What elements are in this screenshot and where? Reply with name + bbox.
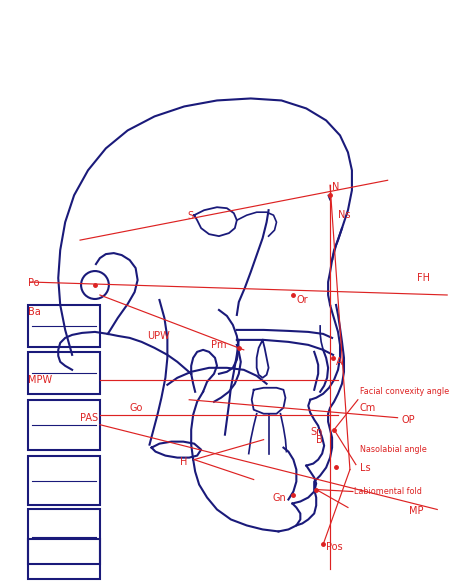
Text: MP: MP (410, 506, 424, 516)
Text: Ls: Ls (360, 463, 371, 472)
Text: Cm: Cm (360, 403, 376, 413)
Text: Labiomental fold: Labiomental fold (354, 487, 422, 496)
Text: Nasolabial angle: Nasolabial angle (360, 445, 427, 454)
Text: Gn: Gn (273, 492, 286, 502)
Text: MPW: MPW (28, 375, 53, 385)
Text: Sn: Sn (311, 427, 323, 437)
Text: Po: Po (28, 278, 40, 288)
Text: Or: Or (296, 295, 308, 305)
Text: Pm: Pm (211, 340, 227, 350)
Text: Pos: Pos (326, 543, 343, 552)
Text: S: S (187, 211, 193, 221)
Text: OP: OP (401, 415, 415, 425)
Text: PAS: PAS (80, 413, 98, 423)
Text: Facial convexity angle: Facial convexity angle (360, 387, 449, 397)
Text: H: H (180, 457, 187, 467)
Text: UPW: UPW (147, 331, 170, 341)
Text: N: N (332, 182, 339, 192)
Text: Go: Go (130, 403, 143, 413)
Text: FH: FH (418, 273, 430, 283)
Text: A: A (336, 357, 343, 367)
Text: Ns: Ns (338, 210, 351, 220)
Text: Ba: Ba (28, 307, 41, 317)
Text: B: B (317, 434, 323, 444)
